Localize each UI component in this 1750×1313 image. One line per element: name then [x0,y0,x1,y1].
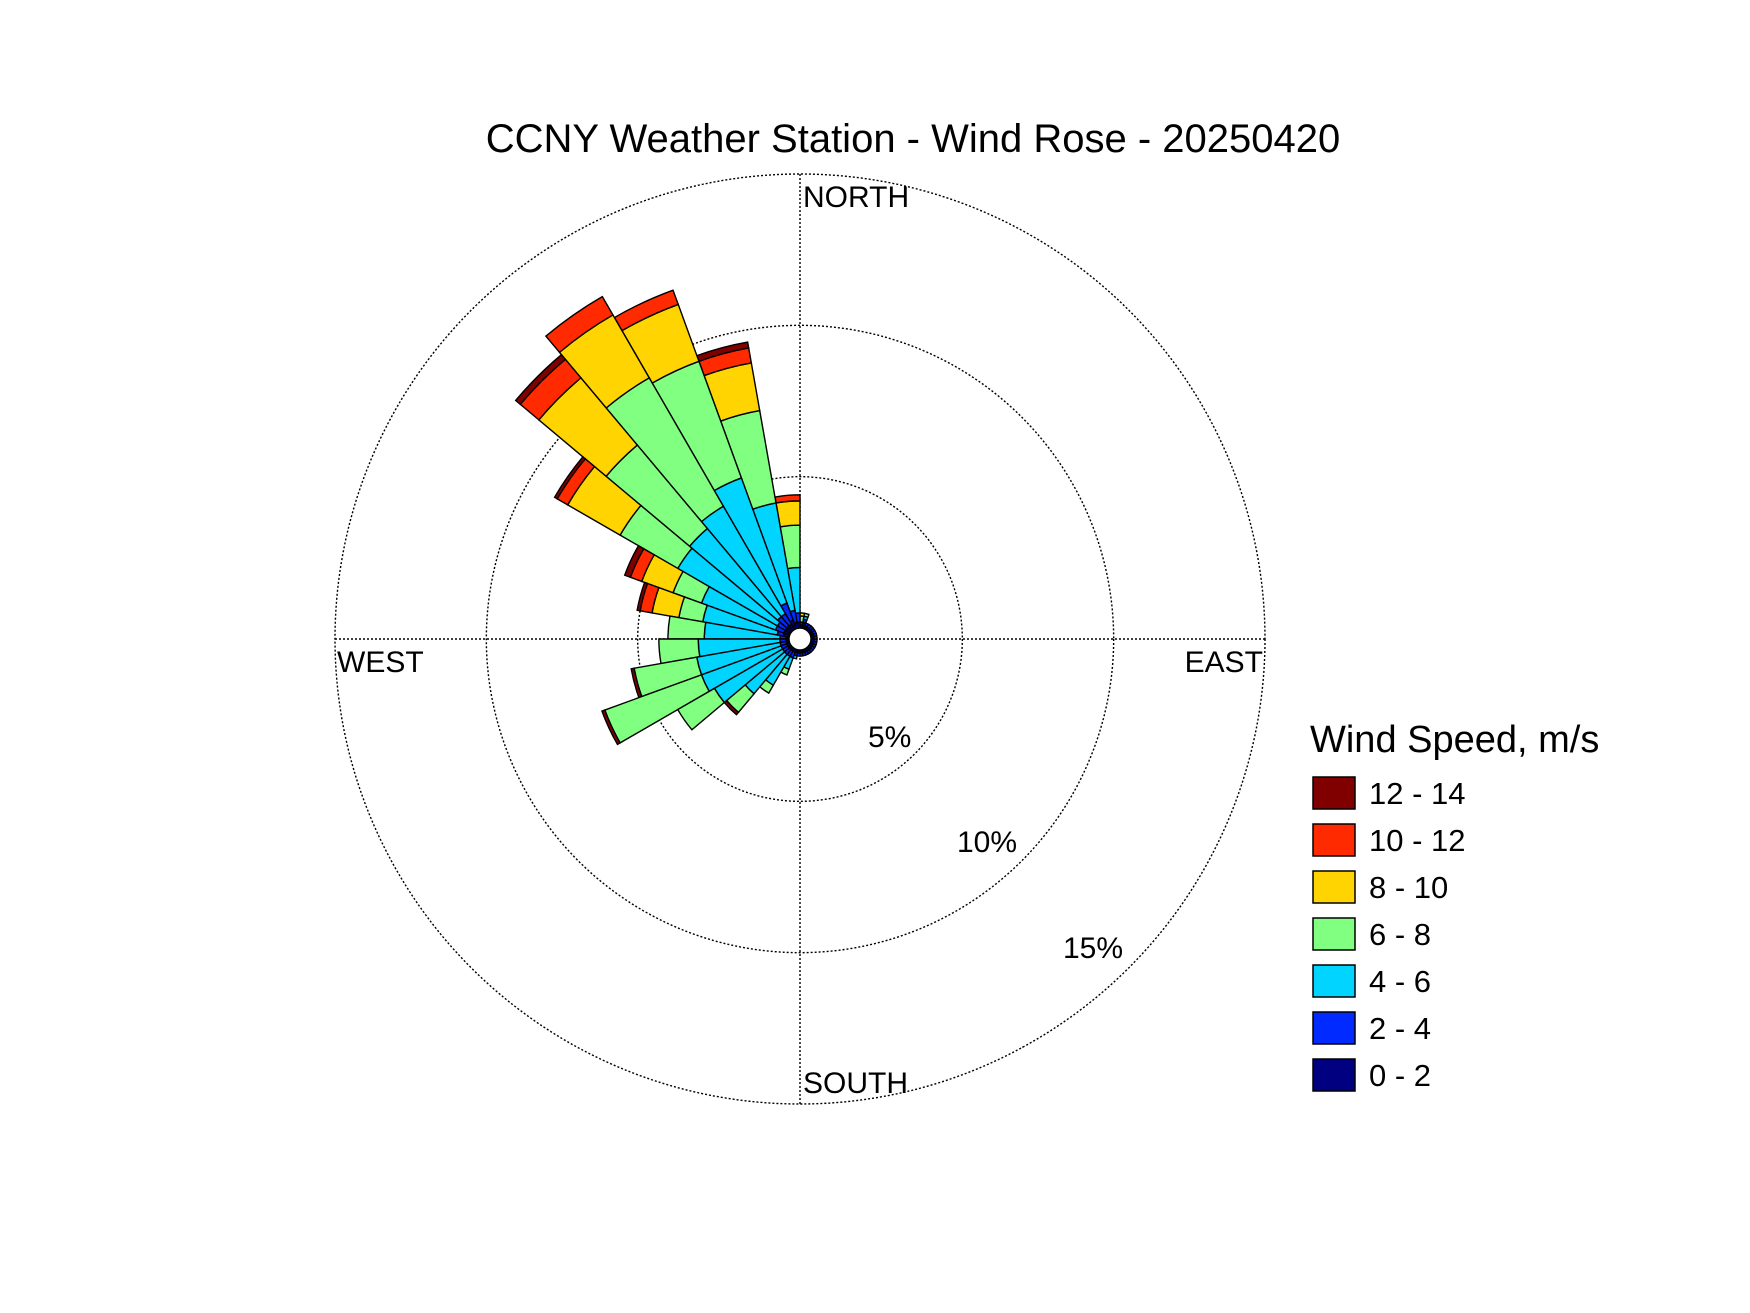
grid-ring-5 [636,475,964,803]
legend-swatch-1 [1312,823,1356,857]
petal-335deg-bin-5 [613,289,680,332]
petal-295deg-bin-6 [623,544,645,579]
legend-label-2: 8 - 10 [1369,870,1448,905]
petal-205deg-bin-3 [779,665,790,676]
legend-label-6: 0 - 2 [1369,1058,1431,1093]
legend-label-5: 2 - 4 [1369,1011,1431,1046]
legend-label-0: 12 - 14 [1369,776,1466,811]
legend-swatch-6 [1312,1058,1356,1092]
petal-245deg-bin-6 [601,709,622,746]
legend-swatch-0 [1312,776,1356,810]
petal-315deg-bin-6 [514,353,567,406]
legend-swatch-3 [1312,917,1356,951]
petal-275deg-bin-3 [667,615,707,640]
petal-285deg-bin-6 [636,581,649,612]
label-north: NORTH [803,181,909,214]
label-south: SOUTH [803,1067,908,1100]
petal-235deg-bin-3 [676,687,726,731]
petal-355deg-bin-5 [774,494,801,504]
label-west: WEST [337,646,424,679]
grid-ring-10 [485,324,1115,954]
legend-label-4: 4 - 6 [1369,964,1431,999]
petal-305deg-bin-6 [553,455,587,500]
calm-circle [788,627,812,651]
legend-title: Wind Speed, m/s [1310,719,1599,761]
legend-label-1: 10 - 12 [1369,823,1466,858]
legend-swatch-2 [1312,870,1356,904]
petal-225deg-bin-6 [723,699,740,716]
petal-255deg-bin-6 [630,667,643,699]
legend: Wind Speed, m/s 12 - 14 10 - 12 8 - 10 6 - … [1310,719,1599,1093]
ring-label-10: 10% [957,826,1017,859]
legend-items: 12 - 14 10 - 12 8 - 10 6 - 8 4 - 6 2 - 4 0 - 2 [1312,776,1466,1093]
ring-label-5: 5% [868,721,911,754]
legend-label-3: 6 - 8 [1369,917,1431,952]
legend-swatch-4 [1312,964,1356,998]
ring-label-15: 15% [1063,932,1123,965]
legend-swatch-5 [1312,1011,1356,1045]
petal-345deg-bin-6 [695,341,750,363]
wind-petals [514,289,818,746]
chart-title: CCNY Weather Station - Wind Rose - 20250… [486,117,1341,161]
petal-195deg-bin-2 [792,654,798,660]
petal-215deg-bin-3 [758,678,775,695]
label-east: EAST [1185,646,1263,679]
petal-325deg-bin-5 [544,295,614,354]
petal-265deg-bin-3 [658,638,701,665]
petal-15deg-bin-3 [803,612,810,619]
